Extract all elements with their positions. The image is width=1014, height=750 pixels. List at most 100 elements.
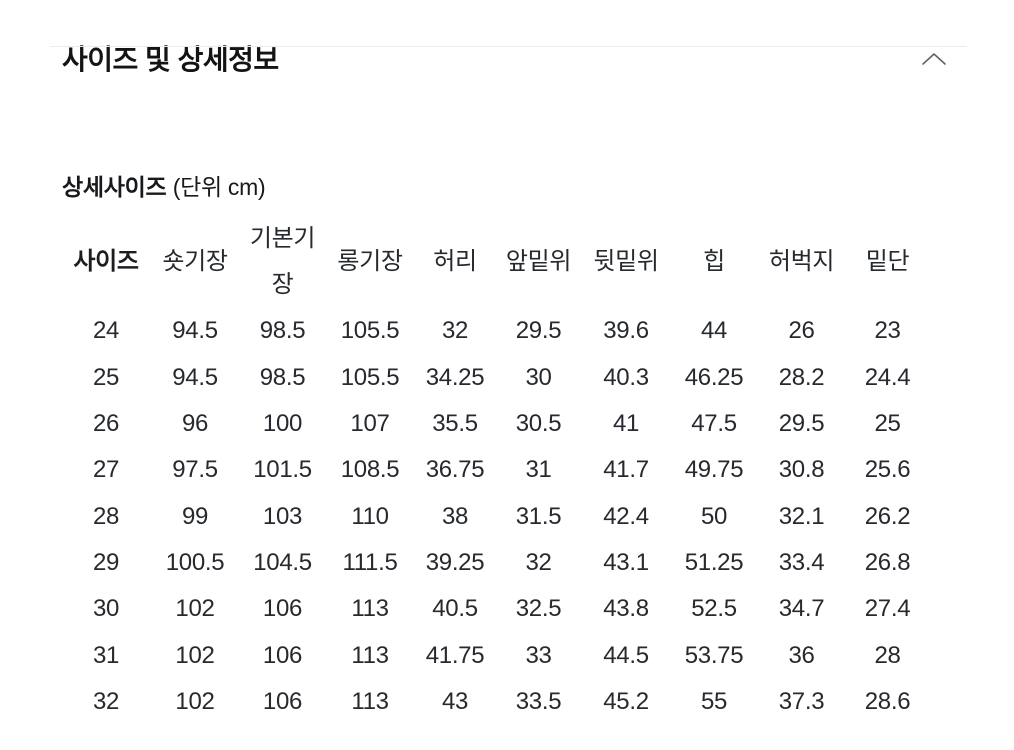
table-cell: 32 bbox=[441, 317, 469, 345]
table-cell: 25 bbox=[92, 363, 120, 391]
table-cell: 24 bbox=[92, 317, 120, 345]
table-cell: 99 bbox=[181, 502, 209, 530]
table-cell: 33.4 bbox=[778, 548, 825, 576]
table-cell: 45.2 bbox=[603, 687, 649, 715]
table-cell: 39.6 bbox=[603, 317, 649, 345]
table-cell: 41 bbox=[612, 410, 640, 438]
column-header: 앞밑위 bbox=[505, 248, 572, 276]
section-header: 사이즈 및 상세정보 bbox=[62, 44, 951, 76]
table-cell: 53.75 bbox=[684, 641, 744, 669]
table-cell: 24.4 bbox=[864, 363, 911, 391]
table-cell: 52.5 bbox=[691, 595, 737, 623]
header-row: 사이즈 숏기장 기본기장 롱기장 허리 앞밑위 뒷밑위 힙 허벅지 밑단 bbox=[62, 216, 930, 308]
table-cell: 94.5 bbox=[172, 317, 218, 345]
table-cell: 105.5 bbox=[340, 317, 400, 345]
table-cell: 38 bbox=[441, 502, 469, 530]
table-cell: 23 bbox=[874, 317, 901, 345]
table-cell: 34.7 bbox=[778, 595, 825, 623]
table-row: 29 100.5 104.5 111.5 39.25 32 43.1 51.25 33.4 26.… bbox=[62, 540, 930, 586]
table-cell: 32.1 bbox=[778, 502, 825, 530]
top-divider bbox=[50, 46, 967, 47]
table-cell: 104.5 bbox=[253, 548, 312, 576]
table-cell: 47.5 bbox=[691, 410, 737, 438]
table-cell: 27 bbox=[92, 456, 120, 484]
table-cell: 35.5 bbox=[432, 410, 478, 438]
table-row: 30 102 106 113 40.5 32.5 43.8 52.5 34.7 27.4 bbox=[62, 586, 930, 632]
table-cell: 46.25 bbox=[684, 363, 744, 391]
table-row: 24 94.5 98.5 105.5 32 29.5 39.6 44 26 23 bbox=[62, 308, 930, 354]
table-cell: 113 bbox=[351, 595, 389, 623]
column-header: 사이즈 bbox=[73, 248, 139, 276]
table-cell: 28 bbox=[874, 641, 901, 669]
table-cell: 100 bbox=[262, 410, 303, 438]
table-cell: 110 bbox=[351, 502, 389, 530]
column-header: 힙 bbox=[703, 248, 725, 276]
size-table: 사이즈 숏기장 기본기장 롱기장 허리 앞밑위 뒷밑위 힙 허벅지 밑단 24 94.5 98.5 10… bbox=[62, 216, 930, 725]
column-header: 롱기장 bbox=[337, 248, 403, 276]
table-row: 27 97.5 101.5 108.5 36.75 31 41.7 49.75 30.8 25.6 bbox=[62, 447, 930, 493]
table-cell: 97.5 bbox=[172, 456, 218, 484]
column-header: 기본기장 bbox=[249, 225, 316, 299]
table-cell: 44.5 bbox=[603, 641, 649, 669]
table-cell: 105.5 bbox=[340, 363, 400, 391]
table-cell: 30 bbox=[92, 595, 120, 623]
table-row: 25 94.5 98.5 105.5 34.25 30 40.3 46.25 28.2 24.4 bbox=[62, 355, 930, 401]
collapse-section-button[interactable] bbox=[917, 48, 951, 73]
table-cell: 50 bbox=[700, 502, 728, 530]
table-cell: 43.8 bbox=[603, 595, 649, 623]
table-cell: 49.75 bbox=[684, 456, 744, 484]
table-cell: 43 bbox=[441, 687, 469, 715]
column-header: 허벅지 bbox=[768, 248, 835, 276]
table-cell: 28.2 bbox=[778, 363, 825, 391]
size-table-head: 사이즈 숏기장 기본기장 롱기장 허리 앞밑위 뒷밑위 힙 허벅지 밑단 bbox=[62, 216, 930, 308]
table-cell: 32.5 bbox=[515, 595, 562, 623]
table-cell: 41.75 bbox=[425, 641, 485, 669]
table-caption-unit: (단위 cm) bbox=[172, 174, 266, 201]
table-cell: 42.4 bbox=[603, 502, 649, 530]
table-cell: 40.3 bbox=[603, 363, 649, 391]
table-cell: 28.6 bbox=[864, 687, 911, 715]
table-cell: 36.75 bbox=[425, 456, 485, 484]
table-cell: 31.5 bbox=[515, 502, 562, 530]
table-cell: 40.5 bbox=[432, 595, 478, 623]
table-cell: 98.5 bbox=[259, 317, 306, 345]
table-cell: 102 bbox=[175, 687, 215, 715]
section-title: 사이즈 및 상세정보 bbox=[62, 44, 279, 75]
table-cell: 29 bbox=[92, 548, 120, 576]
table-cell: 100.5 bbox=[165, 548, 225, 576]
table-row: 26 96 100 107 35.5 30.5 41 47.5 29.5 25 bbox=[62, 401, 930, 447]
table-cell: 26.2 bbox=[864, 502, 911, 530]
table-cell: 94.5 bbox=[172, 363, 218, 391]
table-cell: 25 bbox=[874, 410, 901, 438]
table-cell: 32 bbox=[525, 548, 552, 576]
chevron-up-icon bbox=[919, 50, 949, 71]
table-cell: 31 bbox=[92, 641, 120, 669]
table-cell: 32 bbox=[92, 687, 120, 715]
table-cell: 30 bbox=[525, 363, 552, 391]
table-cell: 98.5 bbox=[259, 363, 306, 391]
table-row: 31 102 106 113 41.75 33 44.5 53.75 36 28 bbox=[62, 632, 930, 678]
table-cell: 113 bbox=[351, 687, 389, 715]
table-cell: 26 bbox=[92, 410, 120, 438]
table-row: 28 99 103 110 38 31.5 42.4 50 32.1 26.2 bbox=[62, 494, 930, 540]
table-cell: 29.5 bbox=[515, 317, 562, 345]
table-cell: 102 bbox=[175, 641, 215, 669]
table-cell: 36 bbox=[788, 641, 815, 669]
table-cell: 113 bbox=[351, 641, 389, 669]
table-cell: 25.6 bbox=[864, 456, 911, 484]
table-cell: 51.25 bbox=[684, 548, 744, 576]
table-cell: 27.4 bbox=[864, 595, 911, 623]
table-cell: 106 bbox=[262, 595, 303, 623]
table-caption-title: 상세사이즈 bbox=[62, 174, 167, 201]
table-cell: 31 bbox=[525, 456, 552, 484]
table-cell: 33.5 bbox=[515, 687, 562, 715]
table-cell: 29.5 bbox=[778, 410, 825, 438]
table-cell: 101.5 bbox=[253, 456, 312, 484]
table-cell: 30.8 bbox=[778, 456, 825, 484]
table-cell: 43.1 bbox=[603, 548, 649, 576]
column-header: 밑단 bbox=[865, 248, 910, 276]
table-cell: 33 bbox=[525, 641, 552, 669]
column-header: 뒷밑위 bbox=[593, 248, 659, 276]
column-header: 숏기장 bbox=[162, 248, 228, 276]
table-cell: 102 bbox=[175, 595, 215, 623]
